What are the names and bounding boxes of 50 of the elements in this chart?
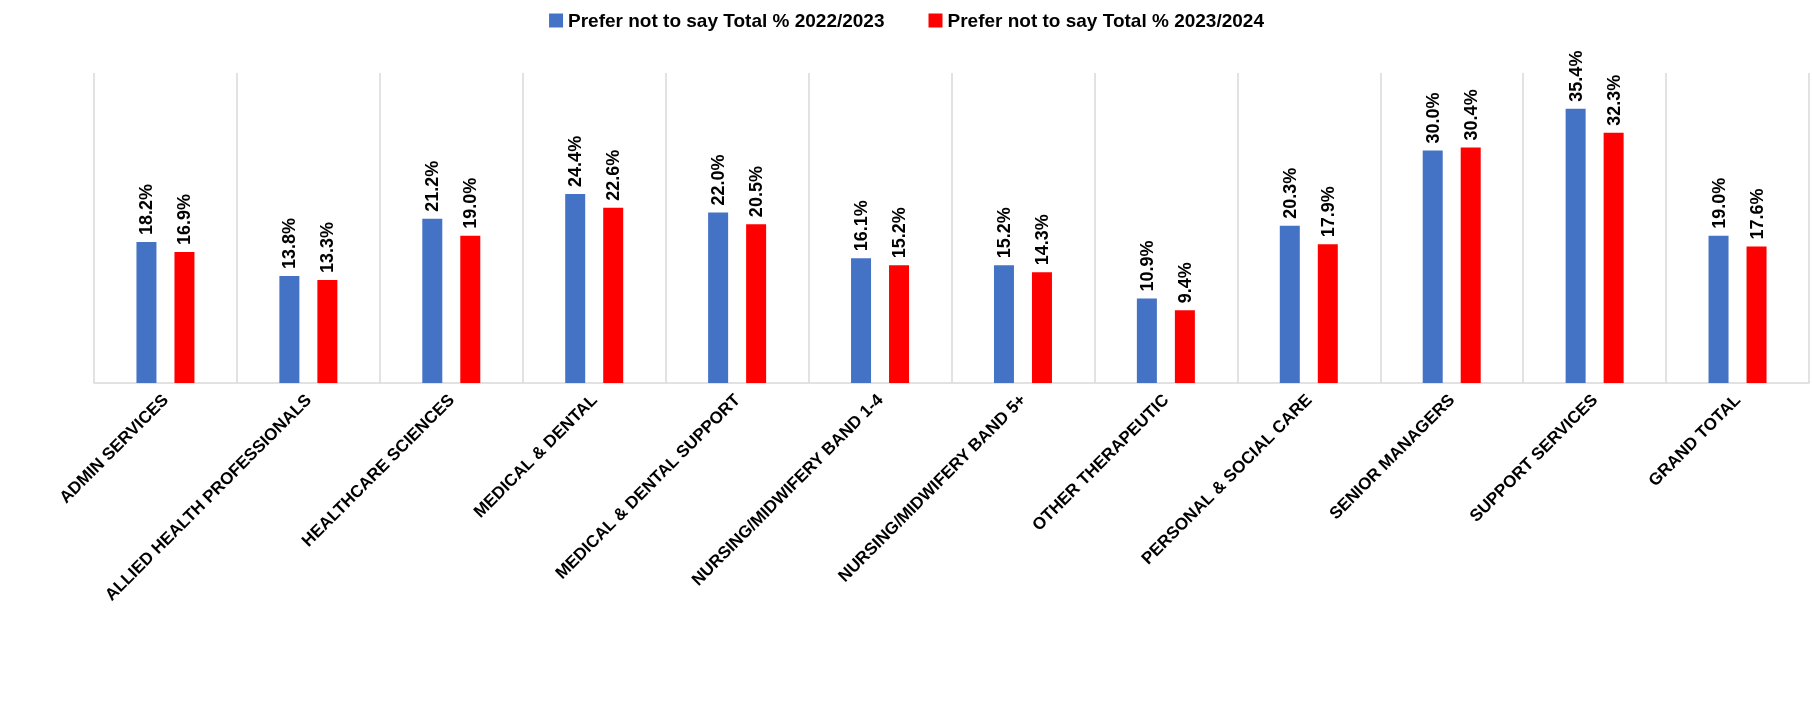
data-label: 9.4% (1174, 262, 1195, 304)
bar (317, 279, 338, 383)
bar (746, 224, 767, 383)
data-label: 20.3% (1279, 167, 1300, 219)
bar (1174, 310, 1195, 383)
legend-label: Prefer not to say Total % 2023/2024 (947, 10, 1265, 31)
data-label: 17.9% (1317, 186, 1338, 238)
bar (422, 218, 443, 383)
data-label: 13.3% (317, 221, 338, 273)
bar (460, 235, 481, 383)
data-label: 16.9% (174, 193, 195, 246)
data-label: 13.8% (279, 218, 300, 270)
data-label: 18.2% (136, 183, 157, 235)
bar (1422, 150, 1443, 383)
data-label: 32.3% (1603, 74, 1624, 126)
bar (1136, 298, 1157, 383)
legend-label: Prefer not to say Total % 2022/2023 (568, 10, 885, 31)
data-label: 17.6% (1746, 188, 1767, 240)
data-label: 22.0% (708, 154, 729, 206)
bar (603, 207, 624, 383)
bar (1603, 132, 1624, 383)
data-label: 35.4% (1565, 50, 1586, 102)
bar (1746, 246, 1767, 383)
data-label: 24.4% (565, 135, 586, 187)
bar (889, 265, 910, 383)
data-label: 14.3% (1031, 214, 1052, 266)
data-label: 10.9% (1136, 240, 1157, 292)
bar (1317, 244, 1338, 383)
data-label: 19.0% (460, 177, 481, 229)
bar (708, 212, 729, 383)
bar (279, 276, 300, 383)
data-label: 20.5% (746, 166, 767, 218)
bar (1460, 147, 1481, 383)
bar (993, 265, 1014, 383)
bar (565, 193, 586, 383)
bar (1279, 225, 1300, 383)
bar (851, 258, 872, 383)
bar (136, 241, 157, 383)
data-label: 15.2% (889, 207, 910, 259)
bar (1031, 272, 1052, 383)
bar (1565, 108, 1586, 383)
data-label: 15.2% (993, 207, 1014, 259)
data-label: 22.6% (603, 149, 624, 201)
bar (174, 252, 195, 383)
data-label: 30.4% (1460, 89, 1481, 141)
data-label: 30.0% (1422, 92, 1443, 144)
bar (1708, 235, 1729, 383)
data-label: 19.0% (1708, 177, 1729, 229)
data-label: 21.2% (422, 160, 443, 212)
data-label: 16.1% (851, 200, 872, 252)
